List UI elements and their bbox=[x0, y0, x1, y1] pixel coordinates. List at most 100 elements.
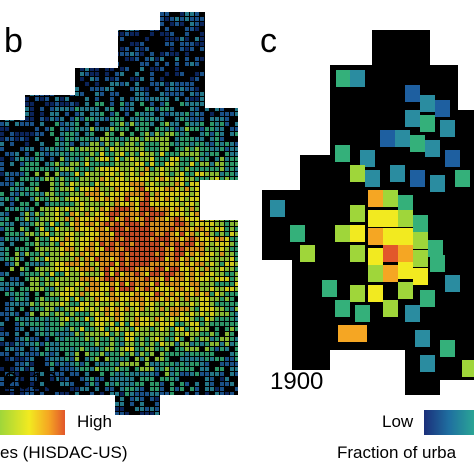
raster-cell bbox=[230, 397, 234, 401]
raster-cell bbox=[195, 187, 199, 191]
raster-cell bbox=[75, 217, 79, 221]
raster-cell bbox=[145, 87, 149, 91]
raster-cell bbox=[125, 162, 129, 166]
raster-cell bbox=[130, 57, 134, 61]
raster-cell bbox=[160, 197, 164, 201]
raster-cell bbox=[95, 282, 99, 286]
raster-cell bbox=[65, 137, 69, 141]
raster-cell bbox=[30, 287, 34, 291]
raster-cell bbox=[120, 332, 124, 336]
raster-cell bbox=[175, 82, 179, 86]
raster-cell bbox=[120, 157, 124, 161]
raster-cell bbox=[75, 337, 79, 341]
raster-cell bbox=[100, 272, 104, 276]
raster-cell bbox=[155, 362, 159, 366]
raster-cell bbox=[25, 392, 29, 396]
raster-cell bbox=[85, 172, 89, 176]
raster-cell bbox=[115, 112, 119, 116]
raster-cell bbox=[70, 207, 74, 211]
raster-cell bbox=[5, 127, 9, 131]
raster-cell bbox=[205, 132, 209, 136]
raster-cell bbox=[190, 372, 194, 376]
raster-cell bbox=[95, 187, 99, 191]
raster-cell bbox=[30, 337, 34, 341]
raster-cell bbox=[155, 152, 159, 156]
raster-cell bbox=[180, 142, 184, 146]
raster-cell bbox=[0, 132, 4, 136]
raster-cell bbox=[190, 92, 194, 96]
raster-cell bbox=[170, 197, 174, 201]
raster-cell bbox=[210, 247, 214, 251]
raster-cell bbox=[180, 157, 184, 161]
raster-cell bbox=[235, 177, 238, 181]
raster-cell bbox=[230, 357, 234, 361]
raster-cell bbox=[5, 262, 9, 266]
raster-cell bbox=[190, 112, 194, 116]
raster-cell bbox=[145, 212, 149, 216]
raster-cell bbox=[235, 112, 238, 116]
raster-cell bbox=[85, 162, 89, 166]
raster-cell bbox=[30, 147, 34, 151]
raster-cell bbox=[155, 207, 159, 211]
raster-cell bbox=[205, 387, 209, 391]
raster-cell bbox=[215, 397, 219, 401]
raster-cell bbox=[60, 297, 64, 301]
raster-cell bbox=[170, 342, 174, 346]
raster-cell bbox=[65, 57, 69, 61]
raster-cell bbox=[100, 177, 104, 181]
raster-cell bbox=[210, 12, 214, 16]
raster-cell bbox=[110, 197, 114, 201]
raster-cell bbox=[175, 152, 179, 156]
raster-cell bbox=[215, 162, 219, 166]
raster-cell bbox=[125, 172, 129, 176]
raster-cell bbox=[145, 157, 149, 161]
raster-cell bbox=[100, 367, 104, 371]
raster-cell bbox=[140, 347, 144, 351]
raster-cell bbox=[150, 97, 154, 101]
raster-cell bbox=[215, 252, 219, 256]
raster-cell bbox=[215, 212, 219, 216]
raster-cell bbox=[110, 177, 114, 181]
raster-cell bbox=[105, 72, 109, 76]
raster-cell bbox=[5, 347, 9, 351]
raster-cell bbox=[65, 282, 69, 286]
raster-cell bbox=[85, 107, 89, 111]
raster-cell bbox=[200, 332, 204, 336]
raster-cell bbox=[140, 247, 144, 251]
raster-cell bbox=[55, 327, 59, 331]
raster-cell bbox=[155, 177, 159, 181]
raster-cell bbox=[180, 327, 184, 331]
raster-cell bbox=[30, 112, 34, 116]
raster-cell bbox=[115, 367, 119, 371]
raster-cell bbox=[140, 167, 144, 171]
raster-cell bbox=[220, 177, 224, 181]
raster-cell bbox=[130, 152, 134, 156]
raster-cell bbox=[175, 402, 179, 406]
raster-cell bbox=[200, 202, 204, 206]
raster-cell bbox=[75, 212, 79, 216]
raster-cell bbox=[70, 312, 74, 316]
grid-cell bbox=[383, 265, 398, 282]
legend-right-low-label: Low bbox=[382, 412, 414, 431]
raster-cell bbox=[225, 252, 229, 256]
raster-cell bbox=[160, 127, 164, 131]
raster-cell bbox=[80, 307, 84, 311]
raster-cell bbox=[70, 257, 74, 261]
raster-cell bbox=[95, 312, 99, 316]
raster-cell bbox=[55, 47, 59, 51]
raster-cell bbox=[190, 207, 194, 211]
raster-cell bbox=[235, 167, 238, 171]
raster-cell bbox=[205, 262, 209, 266]
raster-cell bbox=[230, 157, 234, 161]
raster-cell bbox=[210, 232, 214, 236]
raster-cell bbox=[25, 12, 29, 16]
raster-cell bbox=[160, 167, 164, 171]
raster-cell bbox=[30, 52, 34, 56]
raster-cell bbox=[80, 237, 84, 241]
raster-cell bbox=[110, 342, 114, 346]
raster-cell bbox=[25, 247, 29, 251]
raster-cell bbox=[145, 407, 149, 411]
raster-cell bbox=[25, 192, 29, 196]
raster-cell bbox=[160, 247, 164, 251]
raster-cell bbox=[115, 197, 119, 201]
